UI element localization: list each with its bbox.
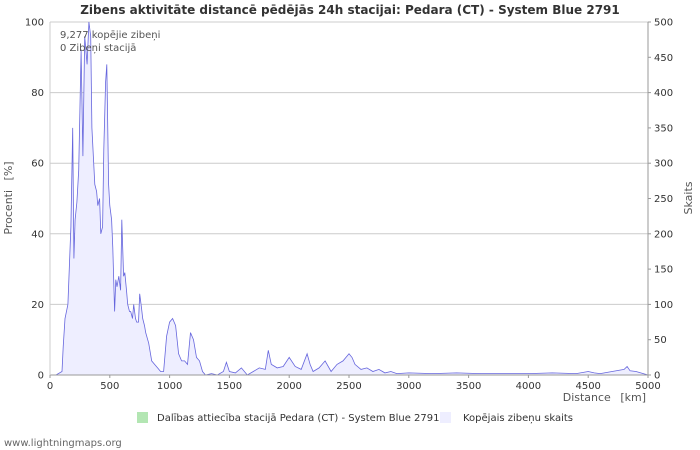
x-axis-label-unit: [km]: [620, 391, 646, 404]
y-left-tick-labels: 0 20 40 60 80 100: [25, 18, 44, 382]
y-right-tick-450: 450: [654, 53, 673, 64]
x-tick-0: 0: [47, 381, 53, 392]
x-tick-4000: 4000: [516, 381, 541, 392]
x-tick-1000: 1000: [157, 381, 182, 392]
x-tick-3000: 3000: [396, 381, 421, 392]
x-tick-4500: 4500: [575, 381, 600, 392]
series-area-total-strikes: [50, 22, 648, 375]
chart-title: Zibens aktivitāte distancē pēdējās 24h s…: [80, 3, 620, 17]
y-right-tick-0: 0: [654, 371, 660, 382]
y-left-tick-80: 80: [31, 88, 44, 99]
legend-label-station-ratio: Dalības attiecība stacijā Pedara (CT) - …: [157, 413, 440, 424]
y-right-tick-200: 200: [654, 229, 673, 240]
x-tick-2500: 2500: [336, 381, 361, 392]
y-right-tick-100: 100: [654, 300, 673, 311]
x-tick-5000: 5000: [635, 381, 660, 392]
y-right-label: Skaits: [682, 181, 695, 214]
x-tick-2000: 2000: [276, 381, 301, 392]
y-right-tick-labels: 0 50 100 150 200 250 300 350 400 450 500: [648, 18, 673, 382]
y-left-tick-0: 0: [38, 371, 44, 382]
y-right-tick-500: 500: [654, 18, 673, 29]
y-left-label-unit: [%]: [2, 161, 15, 180]
y-right-tick-400: 400: [654, 88, 673, 99]
y-right-tick-350: 350: [654, 123, 673, 134]
y-right-tick-150: 150: [654, 265, 673, 276]
y-left-label: Procenti [%]: [2, 161, 15, 234]
legend: Dalības attiecība stacijā Pedara (CT) - …: [137, 412, 573, 424]
y-left-tick-20: 20: [31, 300, 44, 311]
series-line-total-strikes: [50, 21, 649, 376]
y-right-label-text: Skaits: [682, 181, 695, 214]
legend-label-total-strikes: Kopējais zibeņu skaits: [463, 413, 573, 424]
legend-swatch-station-ratio: [137, 412, 148, 423]
x-tick-3500: 3500: [456, 381, 481, 392]
x-tick-1500: 1500: [217, 381, 242, 392]
y-right-tick-300: 300: [654, 159, 673, 170]
total-strikes-annotation: 9,277 kopējie zibeņi: [60, 30, 160, 41]
x-axis-label-text: Distance: [563, 391, 611, 404]
svg-text:Procenti [%]: Procenti [%]: [2, 161, 15, 234]
y-left-tick-60: 60: [31, 159, 44, 170]
x-tick-500: 500: [100, 381, 119, 392]
y-left-tick-40: 40: [31, 229, 44, 240]
grid-lines: [50, 21, 648, 305]
series-layer: [50, 21, 649, 376]
y-left-tick-100: 100: [25, 18, 44, 29]
legend-swatch-total-strikes: [440, 412, 451, 423]
x-axis-label: Distance [km]: [563, 391, 646, 404]
footer-source: www.lightningmaps.org: [4, 438, 122, 449]
plot-area: [50, 22, 648, 375]
y-right-tick-50: 50: [654, 335, 667, 346]
y-left-label-text: Procenti: [2, 190, 15, 235]
y-right-tick-250: 250: [654, 194, 673, 205]
station-strikes-annotation: 0 Zibeņi stacijā: [60, 43, 136, 54]
x-tick-labels: 0 500 1000 1500 2000 2500 3000 3500 4000 4500 5000: [47, 375, 661, 392]
